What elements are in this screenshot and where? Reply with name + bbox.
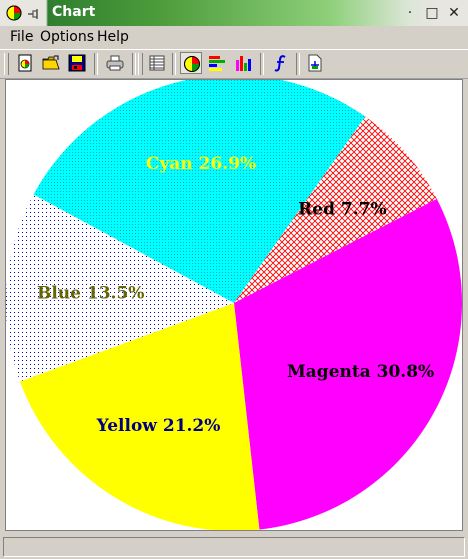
function-icon[interactable] [270, 52, 292, 74]
toolbar-grip[interactable] [138, 53, 143, 75]
copy-chart-icon[interactable] [304, 52, 326, 74]
menu-file[interactable]: File [10, 29, 34, 45]
pie-slice-yellow[interactable] [19, 303, 260, 531]
menu-bar: File Options Help [0, 26, 468, 48]
close-button[interactable]: ✕ [448, 5, 460, 21]
minimize-button[interactable]: · [407, 5, 413, 21]
maximize-button[interactable]: □ [425, 5, 439, 21]
menu-help[interactable]: Help [97, 29, 129, 45]
menu-options[interactable]: Options [40, 29, 95, 45]
pie-slice-red[interactable] [234, 116, 437, 303]
app-pie-icon[interactable] [6, 5, 22, 21]
pie-chart-icon[interactable] [180, 52, 202, 74]
save-disk-icon[interactable] [66, 52, 88, 74]
toolbar-separator [94, 53, 98, 75]
new-chart-icon[interactable] [14, 52, 36, 74]
slice-label-yellow: Yellow 21.2% [96, 416, 221, 436]
slice-label-red: Red 7.7% [298, 200, 386, 220]
pie-slice-magenta[interactable] [234, 198, 462, 530]
pie-slice-blue[interactable] [6, 194, 234, 382]
status-panel [3, 537, 465, 557]
pie-chart[interactable]: Cyan 26.9% Red 7.7% Magenta 30.8% Yellow 21… [6, 75, 462, 531]
toolbar-separator [132, 53, 136, 75]
title-bar[interactable]: Chart · □ ✕ [0, 0, 468, 26]
status-bar [0, 534, 468, 559]
slice-label-blue: Blue 13.5% [37, 284, 144, 304]
chart-canvas[interactable]: Cyan 26.9% Red 7.7% Magenta 30.8% Yellow 21… [5, 75, 463, 531]
pin-icon[interactable] [27, 6, 41, 20]
window-title: Chart [52, 4, 96, 20]
toolbar [0, 49, 468, 79]
print-icon[interactable] [104, 52, 126, 74]
toolbar-separator [260, 53, 264, 75]
vertical-bar-chart-icon[interactable] [232, 52, 254, 74]
pie-slice-cyan[interactable] [33, 75, 366, 303]
open-folder-icon[interactable] [40, 52, 62, 74]
slice-label-magenta: Magenta 30.8% [287, 362, 434, 382]
slice-label-cyan: Cyan 26.9% [146, 154, 256, 174]
data-table-icon[interactable] [146, 52, 168, 74]
toolbar-grip[interactable] [4, 53, 9, 75]
horizontal-bar-chart-icon[interactable] [206, 52, 228, 74]
toolbar-separator [296, 53, 300, 75]
toolbar-separator [172, 53, 176, 75]
